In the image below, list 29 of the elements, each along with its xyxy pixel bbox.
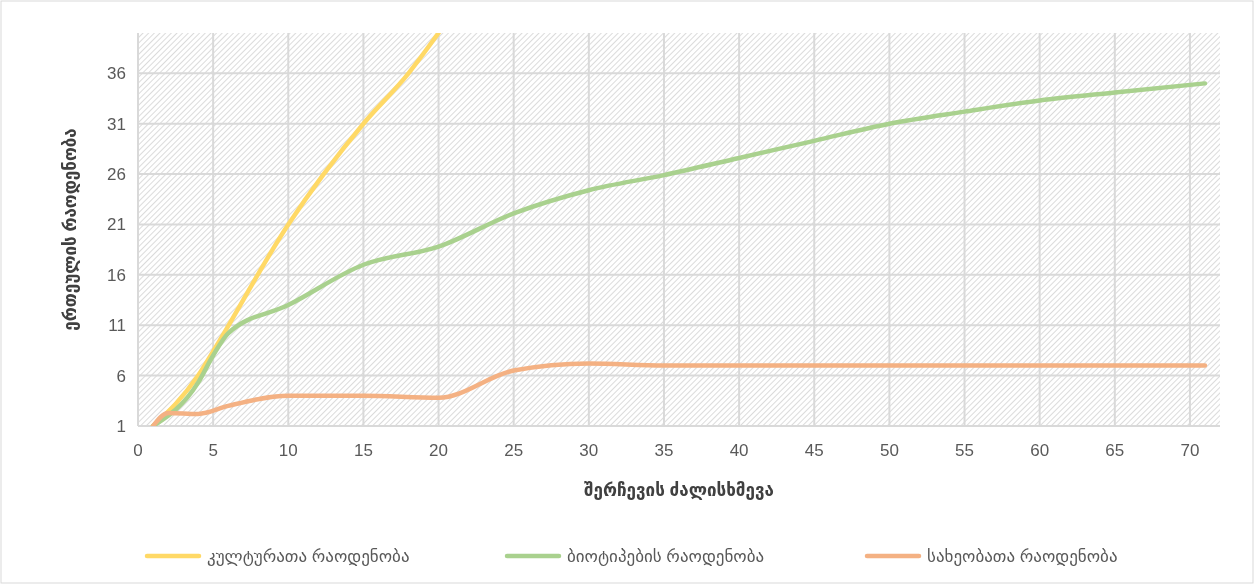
x-tick-label: 20 — [429, 441, 449, 460]
x-tick-label: 30 — [579, 441, 599, 460]
x-tick-label: 25 — [504, 441, 524, 460]
y-tick-label: 21 — [107, 215, 126, 235]
x-tick-label: 70 — [1180, 441, 1200, 460]
legend-label: ბიოტიპების რაოდენობა — [567, 546, 765, 566]
y-tick-label: 16 — [107, 265, 126, 285]
y-tick-label: 11 — [108, 316, 126, 336]
y-tick-label: 6 — [116, 366, 126, 386]
legend-label: კულტურათა რაოდენობა — [207, 546, 410, 566]
y-tick-label: 36 — [107, 64, 126, 84]
y-axis-title: ერთეულის რაოდენობა — [61, 128, 80, 331]
x-tick-label: 40 — [729, 441, 749, 460]
legend-label: სახეობათა რაოდენობა — [927, 546, 1118, 566]
x-tick-label: 65 — [1105, 441, 1125, 460]
x-tick-label: 10 — [278, 441, 298, 460]
x-axis-title: შერჩევის ძალისხმევა — [584, 481, 774, 500]
x-tick-label: 55 — [955, 441, 974, 460]
x-tick-label: 60 — [1030, 441, 1050, 460]
x-tick-label: 50 — [879, 441, 899, 460]
x-tick-label: 45 — [804, 441, 824, 460]
x-tick-label: 0 — [133, 441, 143, 460]
y-tick-label: 26 — [107, 165, 126, 185]
y-tick-label: 1 — [116, 416, 126, 436]
y-tick-label: 31 — [107, 114, 126, 134]
line-series — [150, 361, 1208, 426]
x-tick-label: 15 — [353, 441, 373, 460]
x-tick-label: 5 — [208, 441, 218, 460]
x-tick-label: 35 — [654, 441, 674, 460]
